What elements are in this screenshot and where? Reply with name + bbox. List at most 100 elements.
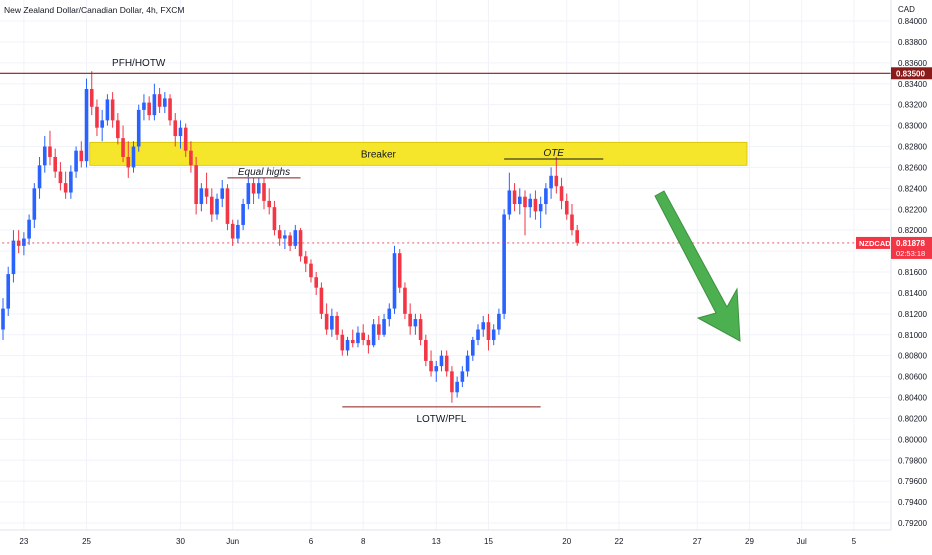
candle-body — [403, 287, 407, 314]
candle-body — [559, 186, 564, 201]
candle-body — [183, 127, 188, 151]
zones-layer: Breaker — [89, 141, 748, 166]
candle-body — [575, 230, 579, 243]
x-tick-label: Jun — [226, 537, 239, 546]
candle-body — [199, 188, 204, 205]
candle-body — [465, 355, 470, 372]
symbol-label: NZDCAD — [859, 239, 891, 248]
candle-body — [288, 235, 292, 246]
candle-body — [450, 371, 454, 393]
candle-body — [74, 150, 78, 172]
candle-body — [42, 146, 47, 166]
candle-body — [246, 183, 251, 205]
y-tick-label: 0.80800 — [898, 352, 927, 361]
candles-layer — [1, 71, 579, 403]
symbol-badge — [856, 236, 890, 249]
candle-body — [147, 102, 151, 116]
candle-body — [251, 183, 256, 194]
candle-body — [356, 332, 360, 344]
y-axis[interactable]: CAD 0.84000 0.83800 0.83600 0.83400 0.83200 0… — [890, 0, 932, 530]
candle-body — [330, 315, 334, 330]
candle-body — [267, 200, 272, 208]
candle-body — [512, 190, 517, 205]
x-tick-label: 15 — [484, 537, 493, 546]
candle-body — [335, 315, 339, 335]
overlays-layer: NZDCAD Equal highs OTE LOTW/PFL PFH/HOTW — [0, 58, 891, 425]
candle-body — [89, 88, 94, 107]
candle-body — [215, 198, 219, 215]
candle-body — [418, 319, 423, 340]
candle-body — [350, 339, 355, 344]
candle-body — [58, 171, 63, 184]
y-tick-label: 0.81200 — [898, 310, 927, 319]
candle-body — [481, 322, 486, 330]
y-tick-label: 0.79600 — [898, 477, 927, 486]
candle-body — [100, 120, 104, 128]
candle-body — [424, 339, 428, 361]
x-tick-label: 23 — [19, 537, 28, 546]
candle-body — [131, 146, 136, 168]
candle-body — [283, 235, 287, 239]
y-tick-label: 0.82000 — [898, 226, 927, 235]
x-tick-label: 6 — [309, 537, 314, 546]
candle-body — [63, 183, 68, 193]
x-tick-label: 27 — [693, 537, 702, 546]
candle-body — [444, 355, 449, 372]
candle-body — [230, 223, 235, 239]
candle-body — [544, 188, 548, 205]
candle-body — [314, 277, 318, 288]
y-tick-label: 0.82800 — [898, 143, 927, 152]
level-label: LOTW/PFL — [416, 414, 466, 425]
candle-body — [324, 313, 329, 330]
candle-body — [549, 175, 553, 189]
candle-body — [429, 360, 433, 372]
candle-body — [189, 150, 193, 166]
breaker-zone — [89, 141, 748, 166]
candle-body — [95, 106, 99, 128]
candle-body — [105, 99, 110, 121]
candle-body — [564, 200, 569, 215]
candle-body — [298, 230, 303, 257]
candle-body — [387, 308, 392, 320]
y-tick-label: 0.82200 — [898, 205, 927, 214]
y-tick-label: 0.83000 — [898, 122, 927, 131]
currency-label: CAD — [898, 5, 915, 14]
candle-body — [157, 94, 162, 107]
candle-body — [554, 175, 559, 187]
candle-body — [377, 324, 381, 335]
y-tick-label: 0.81000 — [898, 331, 927, 340]
x-tick-label: Jul — [797, 537, 807, 546]
y-tick-label: 0.82600 — [898, 163, 927, 172]
candle-body — [460, 371, 465, 382]
candle-body — [439, 355, 444, 367]
candle-body — [392, 253, 397, 309]
candle-body — [309, 263, 313, 278]
y-tick-label: 0.83800 — [898, 38, 927, 47]
candle-body — [53, 156, 57, 172]
candle-body — [502, 214, 506, 314]
candle-body — [319, 287, 324, 314]
candle-body — [256, 183, 261, 194]
candle-body — [6, 274, 11, 309]
countdown-value: 02:53:18 — [896, 249, 925, 258]
x-tick-label: 30 — [176, 537, 185, 546]
candle-body — [413, 319, 418, 327]
bearish-arrow-icon — [654, 190, 741, 342]
candle-body — [225, 188, 230, 224]
candle-body — [538, 204, 543, 212]
candle-body — [69, 171, 73, 193]
candle-body — [22, 238, 26, 246]
current-price-value: 0.81878 — [896, 239, 925, 248]
chart-title: New Zealand Dollar/Canadian Dollar, 4h, … — [4, 5, 184, 15]
candle-body — [210, 196, 214, 215]
x-tick-label: 29 — [745, 537, 754, 546]
y-tick-label: 0.81600 — [898, 268, 927, 277]
x-tick-label: 20 — [562, 537, 571, 546]
candle-body — [570, 214, 574, 231]
candle-body — [11, 240, 16, 275]
candle-body — [533, 198, 538, 212]
candle-body — [142, 102, 146, 110]
x-axis[interactable]: 23 25 30 Jun 6 8 13 15 20 22 27 29 Jul 5 — [0, 529, 891, 546]
